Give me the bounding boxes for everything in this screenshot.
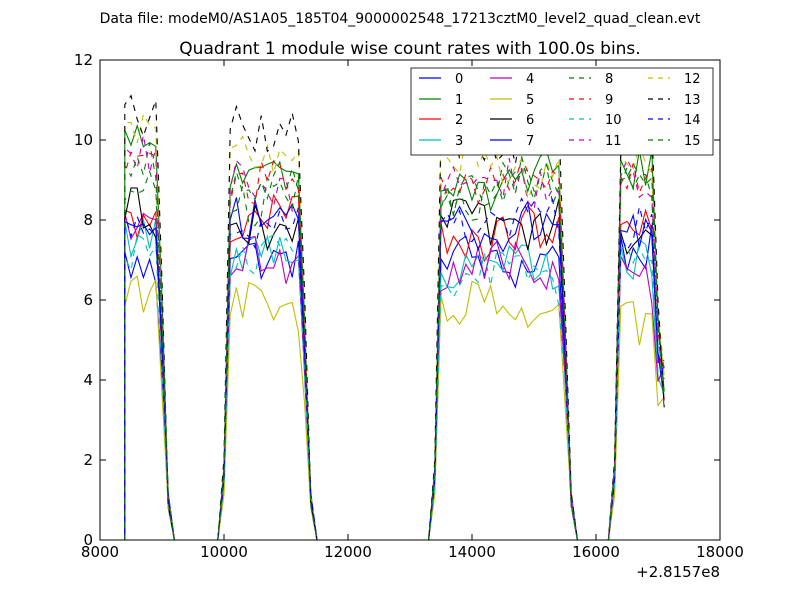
y-tick-label: 10 [74,131,93,149]
x-tick-label: 14000 [448,543,496,561]
x-offset-label: +2.8157e8 [636,563,720,581]
series-line-15 [124,142,665,540]
legend-label-3: 3 [455,134,463,149]
legend-label-11: 11 [605,134,622,149]
legend-label-4: 4 [526,72,534,87]
y-tick-label: 0 [83,531,93,549]
x-tick-label: 18000 [696,543,744,561]
legend-label-9: 9 [605,93,613,108]
legend-label-14: 14 [684,113,701,128]
y-tick-label: 12 [74,51,93,69]
legend-label-8: 8 [605,72,613,87]
legend-label-13: 13 [684,93,701,108]
legend-label-0: 0 [455,72,463,87]
x-tick-label: 8000 [81,543,119,561]
series-line-14 [124,197,665,540]
legend-label-15: 15 [684,134,701,149]
y-tick-label: 2 [83,451,93,469]
legend-label-7: 7 [526,134,534,149]
legend-label-6: 6 [526,113,534,128]
chart-title: Quadrant 1 module wise count rates with … [179,39,640,59]
y-tick-label: 6 [83,291,93,309]
legend-label-1: 1 [455,93,463,108]
legend-label-5: 5 [526,93,534,108]
legend-label-2: 2 [455,113,463,128]
x-tick-label: 16000 [572,543,620,561]
x-tick-label: 10000 [200,543,248,561]
x-tick-label: 12000 [324,543,372,561]
y-tick-label: 4 [83,371,93,389]
legend-label-10: 10 [605,113,622,128]
legend-label-12: 12 [684,72,701,87]
suptitle: Data file: modeM0/AS1A05_185T04_90000025… [100,11,701,27]
series-layer [124,94,665,540]
y-tick-label: 8 [83,211,93,229]
